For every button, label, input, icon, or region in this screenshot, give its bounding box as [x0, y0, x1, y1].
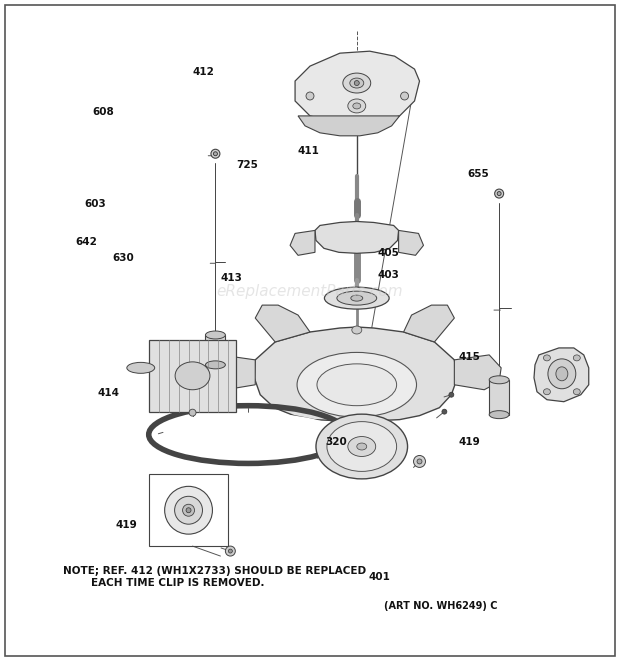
Ellipse shape [205, 361, 226, 369]
Polygon shape [454, 355, 501, 390]
Ellipse shape [317, 364, 397, 406]
Text: 413: 413 [221, 273, 242, 283]
Text: 401: 401 [369, 572, 391, 582]
Text: 642: 642 [76, 237, 97, 247]
Text: 655: 655 [467, 169, 489, 179]
Ellipse shape [544, 355, 551, 361]
Ellipse shape [574, 389, 580, 395]
Ellipse shape [337, 291, 377, 305]
Text: 414: 414 [97, 388, 119, 398]
Ellipse shape [226, 546, 236, 556]
Ellipse shape [353, 103, 361, 109]
Ellipse shape [417, 459, 422, 464]
Ellipse shape [213, 152, 218, 156]
Bar [149, 340, 236, 412]
Ellipse shape [306, 92, 314, 100]
Text: NOTE; REF. 412 (WH1X2733) SHOULD BE REPLACED: NOTE; REF. 412 (WH1X2733) SHOULD BE REPL… [63, 566, 366, 576]
Ellipse shape [343, 73, 371, 93]
Ellipse shape [574, 355, 580, 361]
Ellipse shape [350, 78, 364, 88]
Ellipse shape [548, 359, 576, 389]
Ellipse shape [352, 326, 361, 334]
Ellipse shape [489, 376, 509, 384]
Polygon shape [290, 231, 315, 255]
Text: 403: 403 [378, 270, 400, 280]
Ellipse shape [156, 412, 341, 457]
Text: 725: 725 [236, 159, 258, 170]
Polygon shape [254, 327, 458, 422]
Text: 608: 608 [93, 107, 115, 117]
Text: 630: 630 [112, 253, 135, 263]
Bar [149, 475, 228, 546]
Ellipse shape [348, 436, 376, 457]
Ellipse shape [175, 496, 203, 524]
Ellipse shape [356, 443, 367, 450]
Ellipse shape [316, 414, 407, 479]
Ellipse shape [189, 409, 196, 416]
Text: (ART NO. WH6249) C: (ART NO. WH6249) C [384, 601, 498, 611]
Polygon shape [534, 348, 589, 402]
Ellipse shape [186, 508, 191, 513]
Polygon shape [404, 305, 454, 342]
Ellipse shape [205, 331, 226, 339]
Text: 603: 603 [85, 199, 107, 209]
Ellipse shape [165, 486, 213, 534]
Ellipse shape [182, 504, 195, 516]
Ellipse shape [449, 392, 454, 397]
Polygon shape [208, 355, 255, 390]
Ellipse shape [442, 409, 447, 414]
Text: 412: 412 [193, 67, 215, 77]
Ellipse shape [348, 99, 366, 113]
Ellipse shape [228, 549, 232, 553]
Polygon shape [315, 221, 399, 253]
Polygon shape [298, 116, 400, 136]
Ellipse shape [327, 422, 397, 471]
Polygon shape [489, 380, 509, 414]
Ellipse shape [495, 189, 503, 198]
Ellipse shape [211, 149, 220, 158]
Text: 419: 419 [115, 520, 137, 529]
Ellipse shape [297, 352, 417, 417]
Text: eReplacementParts.com: eReplacementParts.com [216, 284, 404, 299]
Text: 405: 405 [378, 248, 400, 258]
Ellipse shape [489, 410, 509, 418]
Ellipse shape [175, 362, 210, 390]
Ellipse shape [324, 287, 389, 309]
Polygon shape [295, 51, 420, 123]
Text: 415: 415 [458, 352, 480, 362]
Ellipse shape [354, 81, 359, 85]
Ellipse shape [351, 295, 363, 301]
Text: 320: 320 [326, 438, 347, 447]
Polygon shape [399, 231, 423, 255]
Text: 419: 419 [458, 438, 480, 447]
Ellipse shape [127, 362, 155, 373]
Text: 411: 411 [298, 147, 319, 157]
Ellipse shape [556, 367, 568, 381]
Text: EACH TIME CLIP IS REMOVED.: EACH TIME CLIP IS REMOVED. [91, 578, 264, 588]
Ellipse shape [401, 92, 409, 100]
Ellipse shape [414, 455, 425, 467]
Ellipse shape [544, 389, 551, 395]
Polygon shape [205, 335, 226, 365]
Polygon shape [255, 305, 310, 342]
Ellipse shape [497, 192, 501, 196]
